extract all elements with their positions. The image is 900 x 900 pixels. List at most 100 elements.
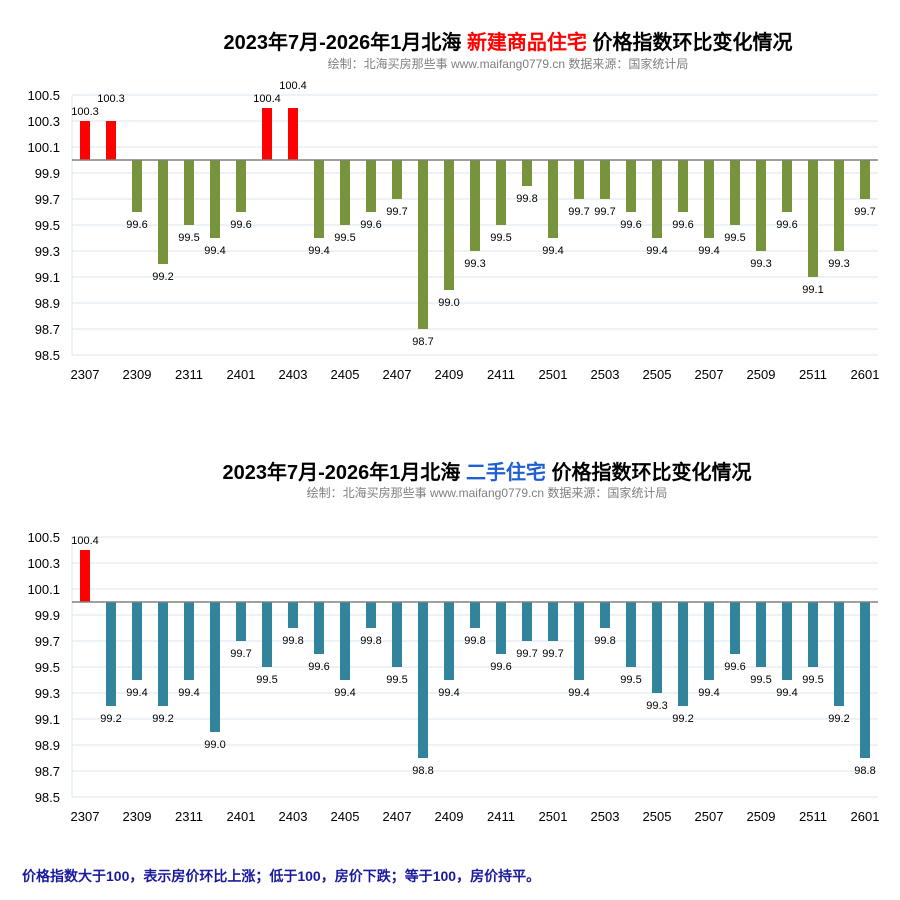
bar-2510: [782, 160, 792, 212]
bar-2405: [340, 602, 350, 680]
bar-2409: [444, 160, 454, 290]
bar-2412: [522, 602, 532, 641]
bar-2402: [262, 108, 272, 160]
x-tick-label: 2505: [643, 809, 672, 824]
y-tick-label: 100.1: [27, 582, 60, 597]
bar-2507: [704, 602, 714, 680]
y-tick-label: 99.3: [35, 244, 60, 259]
data-label-2507: 99.4: [698, 687, 719, 699]
title-suffix: 价格指数环比变化情况: [586, 32, 793, 54]
data-label-2311: 99.5: [178, 232, 199, 244]
x-tick-label: 2503: [591, 367, 620, 382]
bar-2309: [132, 602, 142, 680]
bar-2506: [678, 602, 688, 706]
bar-2307: [80, 550, 90, 602]
y-tick-label: 98.9: [35, 296, 60, 311]
data-label-2406: 99.8: [360, 635, 381, 647]
data-label-2501: 99.7: [542, 648, 563, 660]
data-label-2503: 99.8: [594, 635, 615, 647]
data-label-2411: 99.6: [490, 661, 511, 673]
data-label-2509: 99.3: [750, 258, 771, 270]
data-label-2510: 99.4: [776, 687, 797, 699]
data-label-2309: 99.4: [126, 687, 147, 699]
bar-2508: [730, 160, 740, 225]
y-tick-label: 99.1: [35, 712, 60, 727]
bar-2505: [652, 602, 662, 693]
bar-2501: [548, 602, 558, 641]
title-prefix: 2023年7月-2026年1月北海: [223, 32, 467, 54]
bar-2308: [106, 121, 116, 160]
chart-title-second-hand: 2023年7月-2026年1月北海 二手住宅 价格指数环比变化情况: [0, 456, 900, 485]
x-tick-label: 2307: [71, 367, 100, 382]
bar-2509: [756, 160, 766, 251]
x-tick-label: 2309: [123, 809, 152, 824]
bar-2309: [132, 160, 142, 212]
data-label-2409: 99.4: [438, 687, 459, 699]
bar-2502: [574, 602, 584, 680]
x-tick-label: 2507: [695, 367, 724, 382]
data-label-2502: 99.7: [568, 206, 589, 218]
x-tick-label: 2409: [435, 367, 464, 382]
bar-2506: [678, 160, 688, 212]
data-label-2402: 100.4: [253, 93, 281, 105]
x-tick-label: 2403: [279, 367, 308, 382]
x-tick-label: 2311: [175, 809, 203, 824]
y-tick-label: 100.3: [27, 114, 60, 129]
data-label-2309: 99.6: [126, 219, 147, 231]
data-label-2512: 99.3: [828, 258, 849, 270]
data-label-2402: 99.5: [256, 674, 277, 686]
data-label-2505: 99.4: [646, 245, 667, 257]
bar-2406: [366, 160, 376, 212]
data-label-2312: 99.0: [204, 739, 225, 751]
bar-2410: [470, 602, 480, 628]
y-tick-label: 99.5: [35, 218, 60, 233]
bar-2412: [522, 160, 532, 186]
data-label-2407: 99.7: [386, 206, 407, 218]
y-tick-label: 99.7: [35, 634, 60, 649]
y-tick-label: 99.3: [35, 686, 60, 701]
title-highlight: 新建商品住宅: [466, 32, 587, 54]
bar-2402: [262, 602, 272, 667]
data-label-2401: 99.7: [230, 648, 251, 660]
x-tick-label: 2509: [747, 809, 776, 824]
footer-note: 价格指数大于100，表示房价环比上涨；低于100，房价下跌；等于100，房价持平…: [22, 868, 541, 884]
bar-2407: [392, 160, 402, 199]
bar-2312: [210, 602, 220, 732]
data-label-2512: 99.2: [828, 713, 849, 725]
x-tick-label: 2601: [851, 809, 880, 824]
bar-2505: [652, 160, 662, 238]
second-hand-bar-chart: 100.5 100.3 100.1 99.9 99.7 99.5 99.3 99.1 98.9 9…: [27, 530, 880, 824]
x-tick-label: 2501: [539, 367, 568, 382]
data-label-2407: 99.5: [386, 674, 407, 686]
bar-2404: [314, 160, 324, 238]
data-label-2405: 99.4: [334, 687, 355, 699]
data-label-2507: 99.4: [698, 245, 719, 257]
x-tick-label: 2507: [695, 809, 724, 824]
bar-2503: [600, 160, 610, 199]
data-label-2406: 99.6: [360, 219, 381, 231]
x-tick-label: 2311: [175, 367, 203, 382]
y-tick-label: 98.7: [35, 322, 60, 337]
data-label-2510: 99.6: [776, 219, 797, 231]
bar-2404: [314, 602, 324, 654]
x-tick-label: 2307: [71, 809, 100, 824]
data-label-2503: 99.7: [594, 206, 615, 218]
new-homes-bar-chart: 100.5 100.3 100.1 99.9 99.7 99.5 99.3 99.1 98.9 9…: [27, 80, 879, 382]
x-tick-label: 2509: [747, 367, 776, 382]
y-tick-label: 98.5: [35, 790, 60, 805]
bar-2403: [288, 602, 298, 628]
bar-2510: [782, 602, 792, 680]
bar-2310: [158, 602, 168, 706]
data-label-2601: 98.8: [854, 765, 875, 777]
bar-2405: [340, 160, 350, 225]
x-tick-label: 2309: [123, 367, 152, 382]
bar-2504: [626, 602, 636, 667]
data-label-2508: 99.6: [724, 661, 745, 673]
x-tick-label: 2405: [331, 809, 360, 824]
x-tick-label: 2403: [279, 809, 308, 824]
x-tick-label: 2511: [799, 809, 827, 824]
data-label-2505: 99.3: [646, 700, 667, 712]
data-label-2405: 99.5: [334, 232, 355, 244]
bar-2307: [80, 121, 90, 160]
y-tick-label: 99.7: [35, 192, 60, 207]
